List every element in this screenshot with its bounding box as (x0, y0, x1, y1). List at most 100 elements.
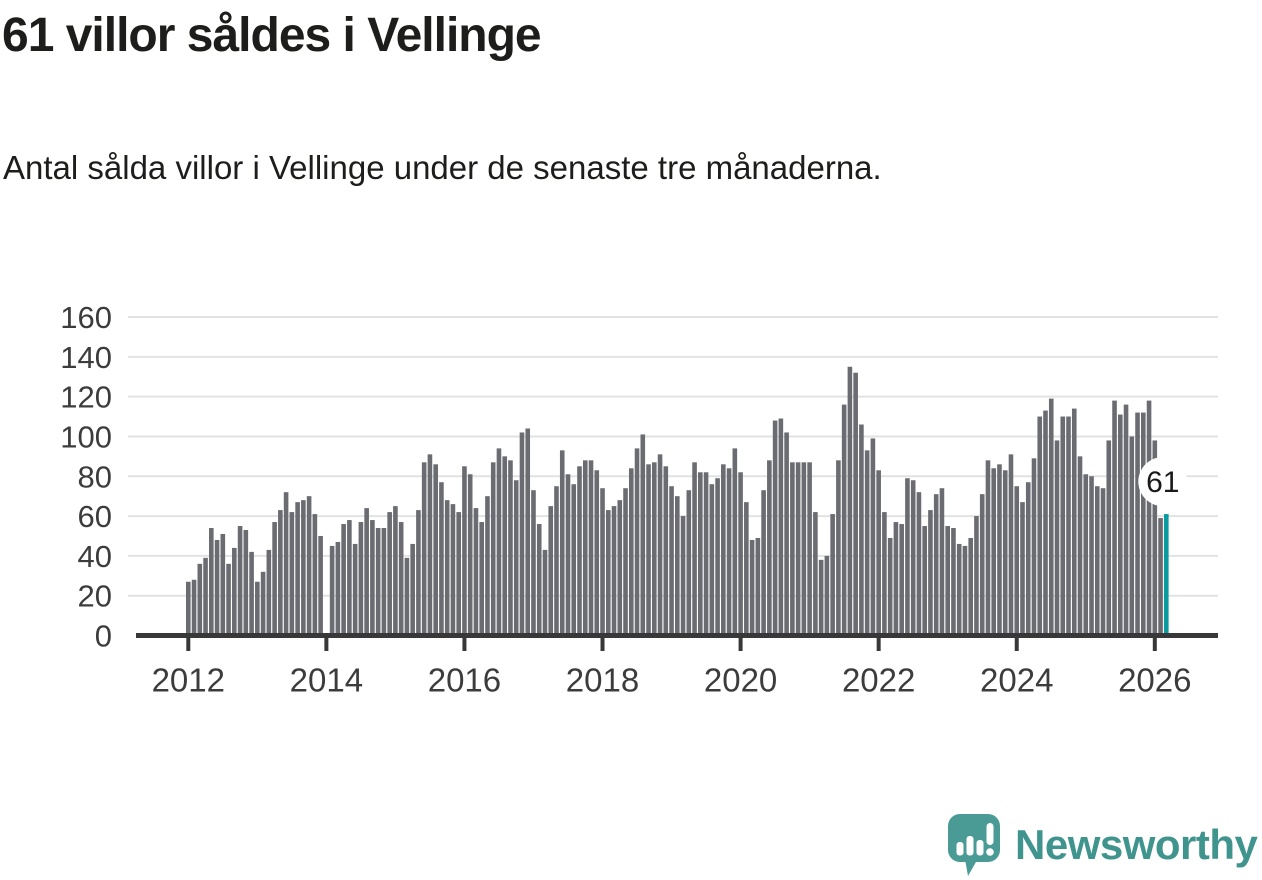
bar (893, 522, 899, 637)
bar (985, 460, 991, 637)
bar (490, 462, 496, 637)
bar (444, 500, 450, 637)
bar (640, 434, 646, 637)
bar (519, 432, 525, 637)
bar (1094, 486, 1100, 637)
bar (1123, 404, 1129, 637)
tick-mark (1152, 638, 1157, 651)
bar (744, 502, 749, 637)
bar (703, 472, 709, 637)
y-tick-label: 60 (78, 499, 112, 534)
bar (1071, 408, 1077, 637)
bar (1106, 440, 1112, 637)
bar (1048, 398, 1054, 637)
bar (813, 512, 818, 637)
bar (686, 490, 692, 637)
bar (243, 530, 249, 637)
bar (600, 488, 605, 637)
bar (226, 563, 231, 637)
bar (588, 460, 594, 637)
bar (1112, 400, 1117, 637)
x-tick-label: 2014 (290, 662, 363, 699)
bar (864, 450, 870, 637)
bar (272, 522, 277, 637)
bar (646, 464, 651, 637)
bar (870, 438, 876, 637)
bar (1002, 470, 1008, 637)
bar (364, 508, 369, 637)
y-tick-label: 140 (60, 340, 112, 375)
bar (669, 486, 674, 637)
bar (439, 482, 444, 637)
x-tick-label: 2012 (152, 662, 225, 699)
bar (623, 488, 628, 637)
bar (818, 559, 824, 637)
bar (1146, 400, 1152, 637)
bar (611, 506, 617, 637)
bar (910, 480, 916, 637)
bar (266, 549, 272, 637)
bar (542, 549, 548, 637)
bar (922, 526, 927, 637)
bar (698, 472, 703, 637)
tick-mark (462, 638, 467, 651)
x-tick-label: 2018 (566, 662, 639, 699)
bar (979, 494, 985, 637)
bar (536, 524, 542, 637)
logo-bubble (948, 814, 1000, 876)
bar (473, 508, 479, 637)
bar (761, 490, 766, 637)
highlighted-bar (1164, 514, 1169, 637)
bar (605, 510, 611, 637)
tick-mark (186, 638, 191, 651)
bar (456, 512, 461, 637)
bar (905, 478, 910, 637)
bar (479, 522, 484, 637)
bar (767, 460, 772, 637)
bar (841, 404, 847, 637)
bar (404, 557, 410, 637)
tick-mark (1014, 638, 1019, 651)
tick-mark (876, 638, 881, 651)
bar (784, 432, 789, 637)
bar (991, 468, 997, 637)
bar (237, 526, 243, 637)
bar (577, 466, 582, 637)
y-tick-label: 40 (78, 539, 112, 574)
bar (496, 448, 502, 637)
bar (387, 512, 392, 637)
bar (1031, 458, 1037, 637)
bar (381, 528, 387, 637)
bar (1043, 410, 1048, 637)
bar (721, 464, 726, 637)
bar (772, 420, 778, 637)
x-tick-label: 2026 (1118, 662, 1191, 699)
bar (1158, 518, 1163, 637)
bar (450, 504, 456, 637)
bar (933, 494, 939, 637)
bar (203, 557, 208, 637)
bar (887, 537, 893, 637)
latest-value-annotation: 61 (1138, 457, 1188, 507)
bar (859, 424, 864, 637)
tick-mark (738, 638, 743, 651)
bar (1014, 486, 1020, 637)
bar (939, 488, 945, 637)
bar (565, 474, 571, 637)
logo-chart-bars (956, 823, 994, 856)
page-title: 61 villor såldes i Vellinge (2, 9, 542, 62)
bar (255, 581, 260, 637)
bar (692, 462, 697, 637)
bar (582, 460, 588, 637)
bar (801, 462, 807, 637)
bar (968, 537, 974, 637)
bar (370, 520, 375, 637)
y-tick-label: 160 (60, 300, 112, 335)
bar (634, 448, 640, 637)
bar (899, 524, 904, 637)
bar (191, 579, 197, 637)
bar (916, 492, 922, 637)
bar (1077, 456, 1083, 637)
bar (209, 528, 214, 637)
